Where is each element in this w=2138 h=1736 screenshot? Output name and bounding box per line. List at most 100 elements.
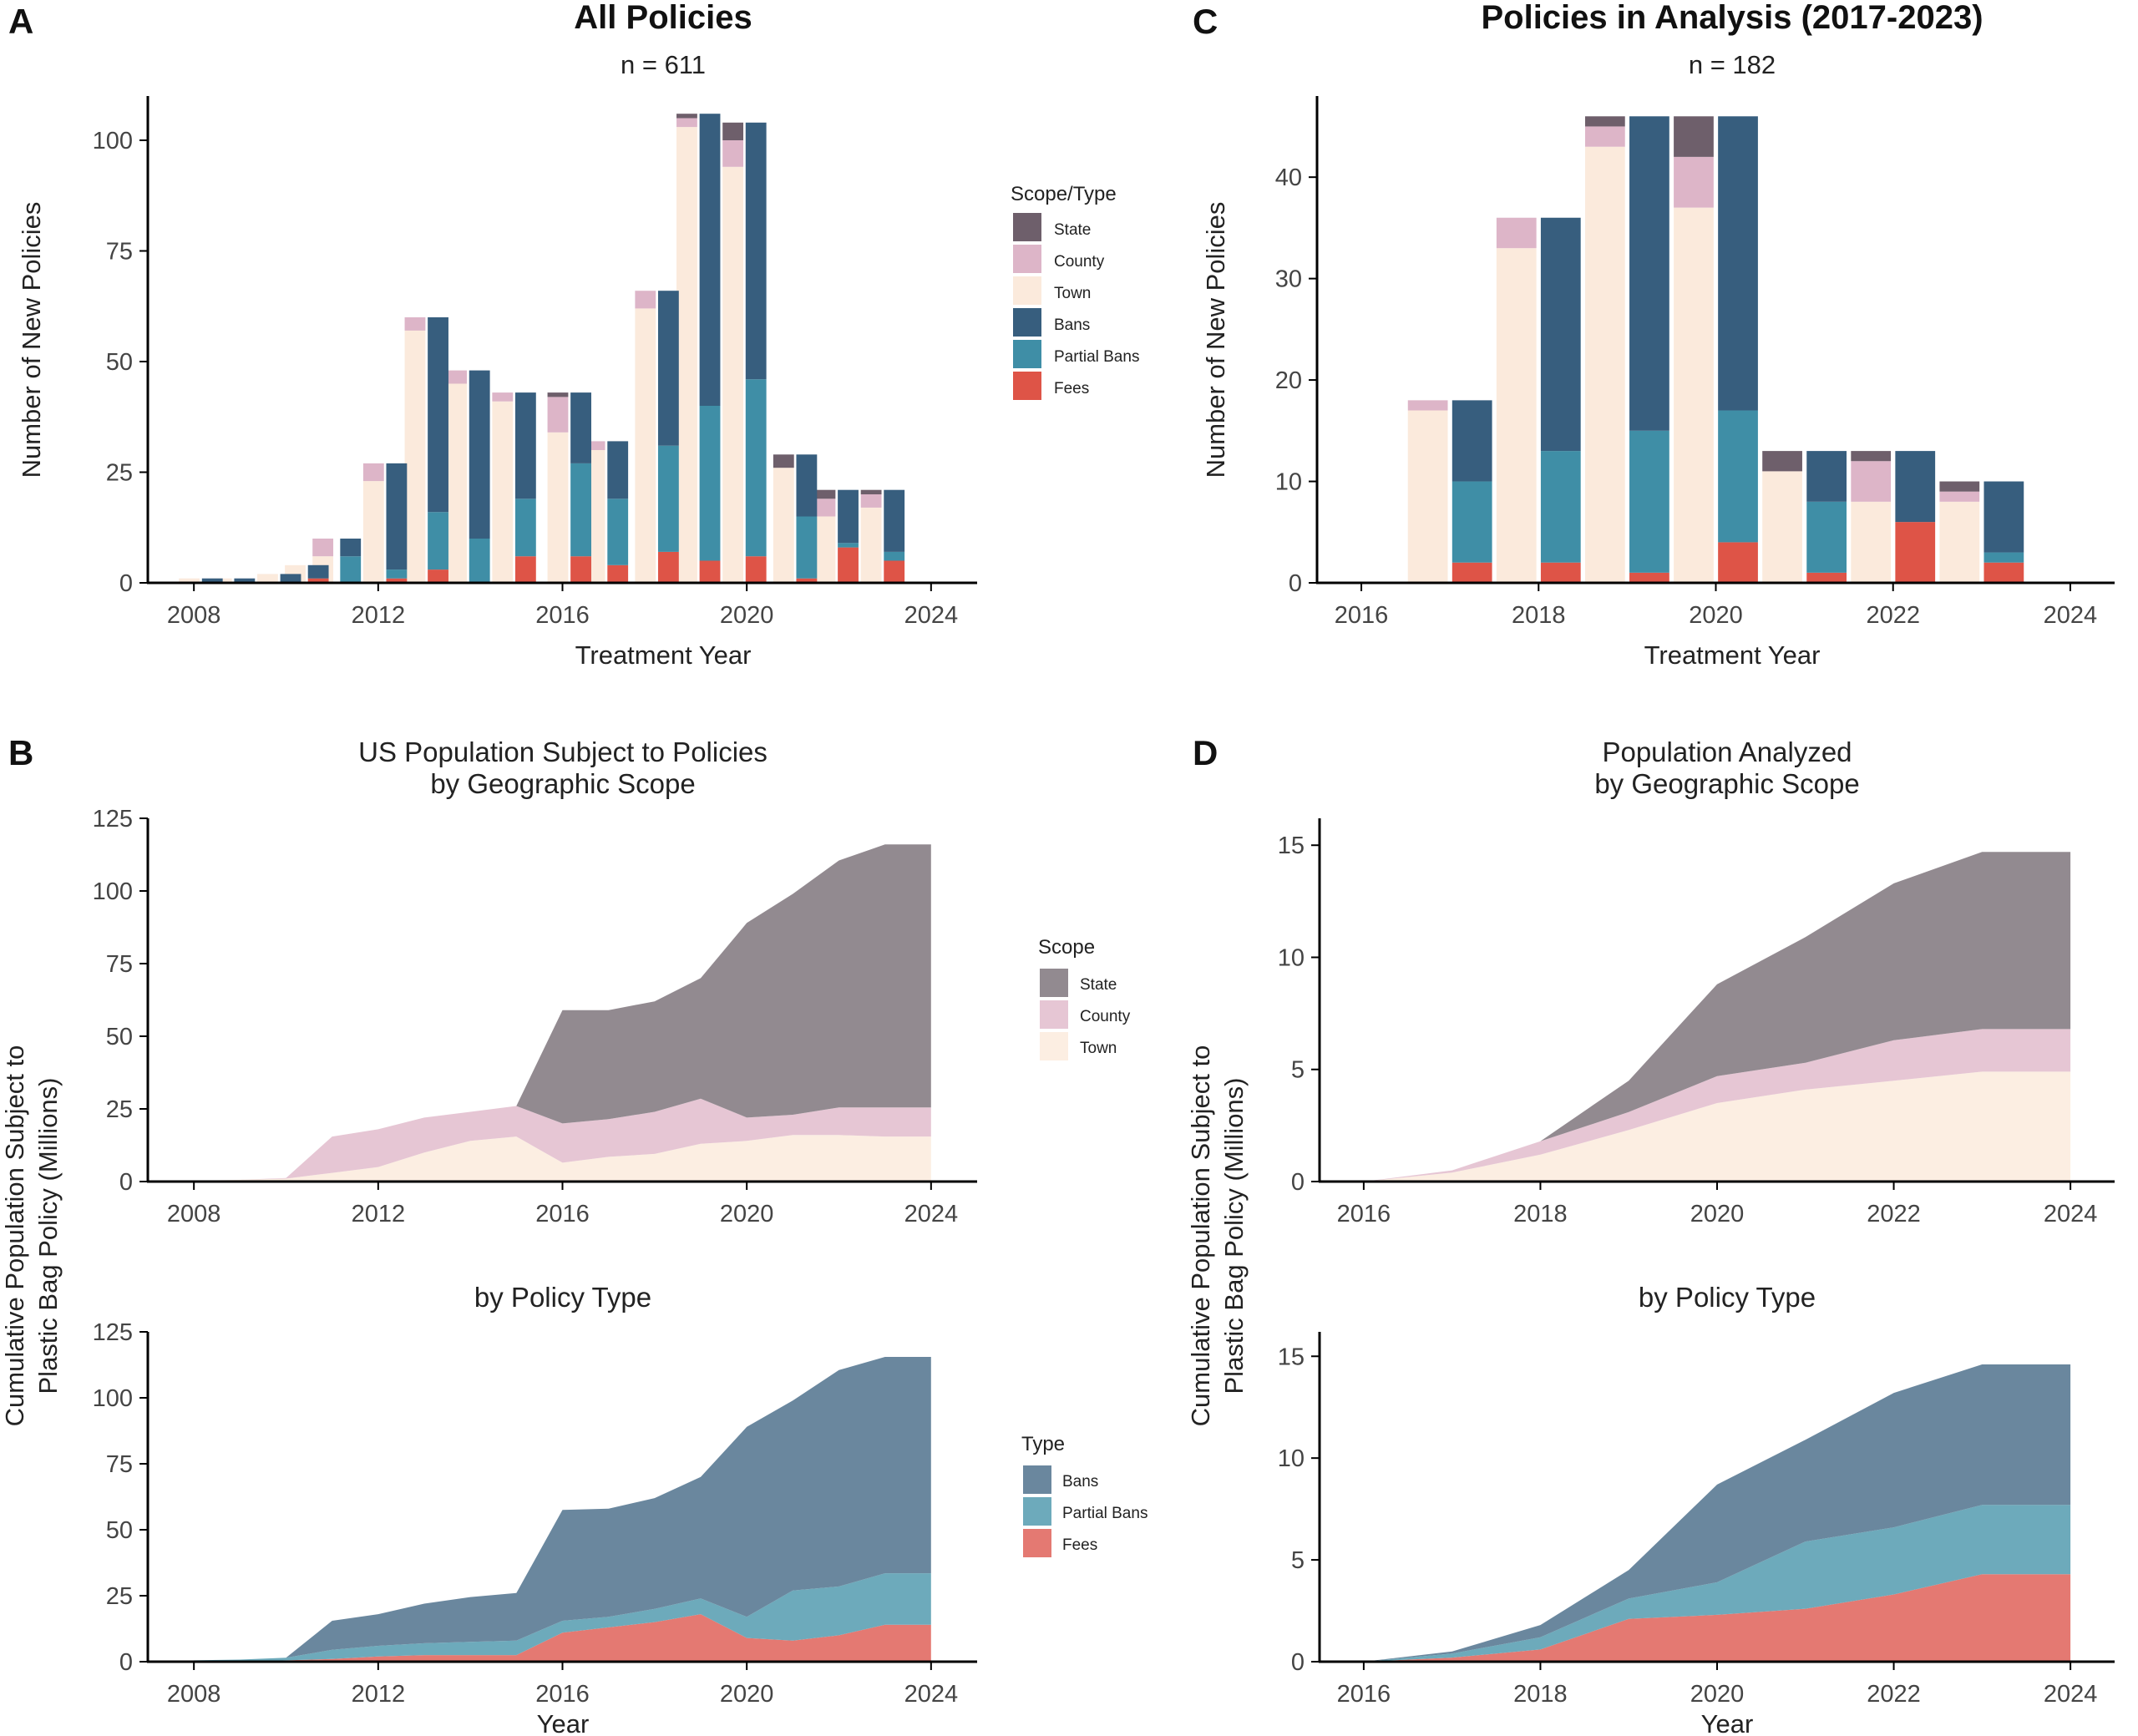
type-bar-fees <box>745 556 767 583</box>
area-town <box>194 1135 931 1182</box>
x-tick-label: 2024 <box>2044 1201 2098 1227</box>
x-tick-label: 2020 <box>720 602 774 629</box>
panel-b-type-legend: Type Bans Partial Bans Fees <box>1021 1433 1148 1557</box>
panel-b-ylabel-line1: Cumulative Population Subject to <box>0 1045 29 1427</box>
panel-d-title-line2: by Geographic Scope <box>1594 768 1859 799</box>
legend-swatch-town <box>1013 276 1041 305</box>
x-tick-label: 2020 <box>720 1681 774 1708</box>
type-bar-partial-bans <box>1806 501 1847 573</box>
type-bar-partial-bans <box>699 406 721 561</box>
panel-b-type-chart: by Policy Type Year 0 25 50 75 100 125 2008 201… <box>93 1282 1148 1736</box>
type-bar-bans <box>1452 400 1492 482</box>
scope-bar-county <box>312 539 334 557</box>
y-tick-label: 75 <box>106 951 133 978</box>
panel-a-title: All Policies <box>574 0 752 36</box>
type-bar-bans <box>745 122 767 380</box>
scope-bar-town <box>362 481 384 583</box>
y-tick-label: 0 <box>1291 1649 1305 1676</box>
panel-d-scope-chart: D Population Analyzed by Geographic Scop… <box>1193 733 2115 1227</box>
y-tick-label: 10 <box>1278 944 1305 971</box>
x-tick-label: 2020 <box>720 1201 774 1227</box>
type-bar-fees <box>514 556 536 583</box>
x-tick-label: 2024 <box>2044 1681 2098 1708</box>
type-bar-partial-bans <box>1718 410 1758 543</box>
legend-swatch-state <box>1013 213 1041 241</box>
y-tick-label: 40 <box>1275 164 1302 191</box>
type-bar-partial-bans <box>1983 552 2024 563</box>
y-tick-label: 125 <box>93 1319 133 1346</box>
legend-swatch-partial-bans <box>1013 340 1041 368</box>
legend-label-bans: Bans <box>1062 1473 1098 1491</box>
panel-letter-c: C <box>1193 2 1218 41</box>
panel-a-ylabel: Number of New Policies <box>17 202 46 478</box>
type-bar-bans <box>234 578 256 583</box>
scope-bar-town <box>1407 410 1448 583</box>
panel-letter-b: B <box>8 733 33 772</box>
y-tick-label: 125 <box>93 806 133 833</box>
type-bar-bans <box>514 392 536 499</box>
type-bar-partial-bans <box>340 556 362 583</box>
type-bar-partial-bans <box>386 569 408 579</box>
type-bar-fees <box>1718 542 1758 583</box>
scope-bar-state <box>722 122 744 140</box>
x-tick-label: 2018 <box>1513 1681 1568 1708</box>
x-tick-label: 2012 <box>352 1681 406 1708</box>
scope-bar-town <box>1939 501 1980 583</box>
x-tick-label: 2022 <box>1867 1681 1921 1708</box>
area-state <box>1363 852 2071 1182</box>
panel-d-ylabel-line1: Cumulative Population Subject to <box>1186 1045 1215 1427</box>
scope-bar-state <box>1851 451 1892 462</box>
y-tick-label: 0 <box>119 1649 133 1676</box>
x-tick-label: 2024 <box>904 602 959 629</box>
panel-a-legend: Scope/Type State County Town Bans Partia… <box>1011 183 1139 400</box>
legend-label-state: State <box>1054 221 1091 239</box>
scope-bar-county <box>635 291 656 309</box>
type-bar-fees <box>1806 572 1847 583</box>
legend-label-town: Town <box>1080 1040 1117 1057</box>
panel-letter-d: D <box>1193 733 1218 772</box>
type-bar-fees <box>657 551 679 583</box>
panel-b-scope-legend: Scope State County Town <box>1038 936 1131 1060</box>
scope-bar-town <box>676 127 697 584</box>
x-tick-label: 2012 <box>352 1201 406 1227</box>
scope-bar-town <box>1674 207 1714 583</box>
area-town <box>1363 1071 2071 1182</box>
scope-bar-state <box>1584 116 1625 127</box>
legend-title: Scope <box>1038 936 1095 959</box>
panel-d-scope-plot-area: 0 5 10 15 2016 2018 2020 2022 2024 <box>1278 818 2115 1227</box>
type-bar-fees <box>428 569 448 583</box>
scope-bar-town <box>814 516 836 583</box>
legend-label-partial-bans: Partial Bans <box>1054 348 1139 366</box>
type-bar-partial-bans <box>838 543 859 548</box>
panel-c-subtitle: n = 182 <box>1689 50 1776 79</box>
panel-d-type-title: by Policy Type <box>1639 1282 1816 1313</box>
panel-c-plot-area: 0 10 20 30 40 2016 2018 2020 2022 2024 <box>1275 96 2115 629</box>
type-bar-bans <box>1895 451 1936 523</box>
scope-bar-state <box>1939 481 1980 492</box>
x-tick-label: 2024 <box>904 1201 959 1227</box>
type-bar-fees <box>1895 522 1936 583</box>
x-tick-label: 2020 <box>1690 1201 1745 1227</box>
type-bar-bans <box>201 578 223 583</box>
x-tick-label: 2016 <box>1337 1681 1391 1708</box>
type-bar-partial-bans <box>428 512 448 570</box>
scope-bar-town <box>722 166 744 584</box>
x-tick-label: 2008 <box>167 602 221 629</box>
area-county <box>194 1098 931 1181</box>
scope-bar-town <box>635 308 656 583</box>
type-bar-bans <box>469 370 490 539</box>
type-bar-partial-bans <box>745 379 767 557</box>
type-bar-partial-bans <box>884 551 905 561</box>
y-tick-label: 5 <box>1291 1057 1305 1084</box>
y-tick-label: 25 <box>106 460 133 487</box>
panel-b-ylabel-line2: Plastic Bag Policy (Millions) <box>33 1078 63 1394</box>
panel-a-subtitle: n = 611 <box>621 50 706 79</box>
scope-bar-state <box>1762 451 1802 472</box>
type-bar-bans <box>1718 116 1758 411</box>
panel-b-scope-chart: B US Population Subject to Policies by G… <box>8 733 1131 1227</box>
x-tick-label: 2016 <box>1337 1201 1391 1227</box>
type-bar-bans <box>699 114 721 406</box>
scope-bar-county <box>1851 461 1892 502</box>
scope-bar-county <box>404 317 426 331</box>
